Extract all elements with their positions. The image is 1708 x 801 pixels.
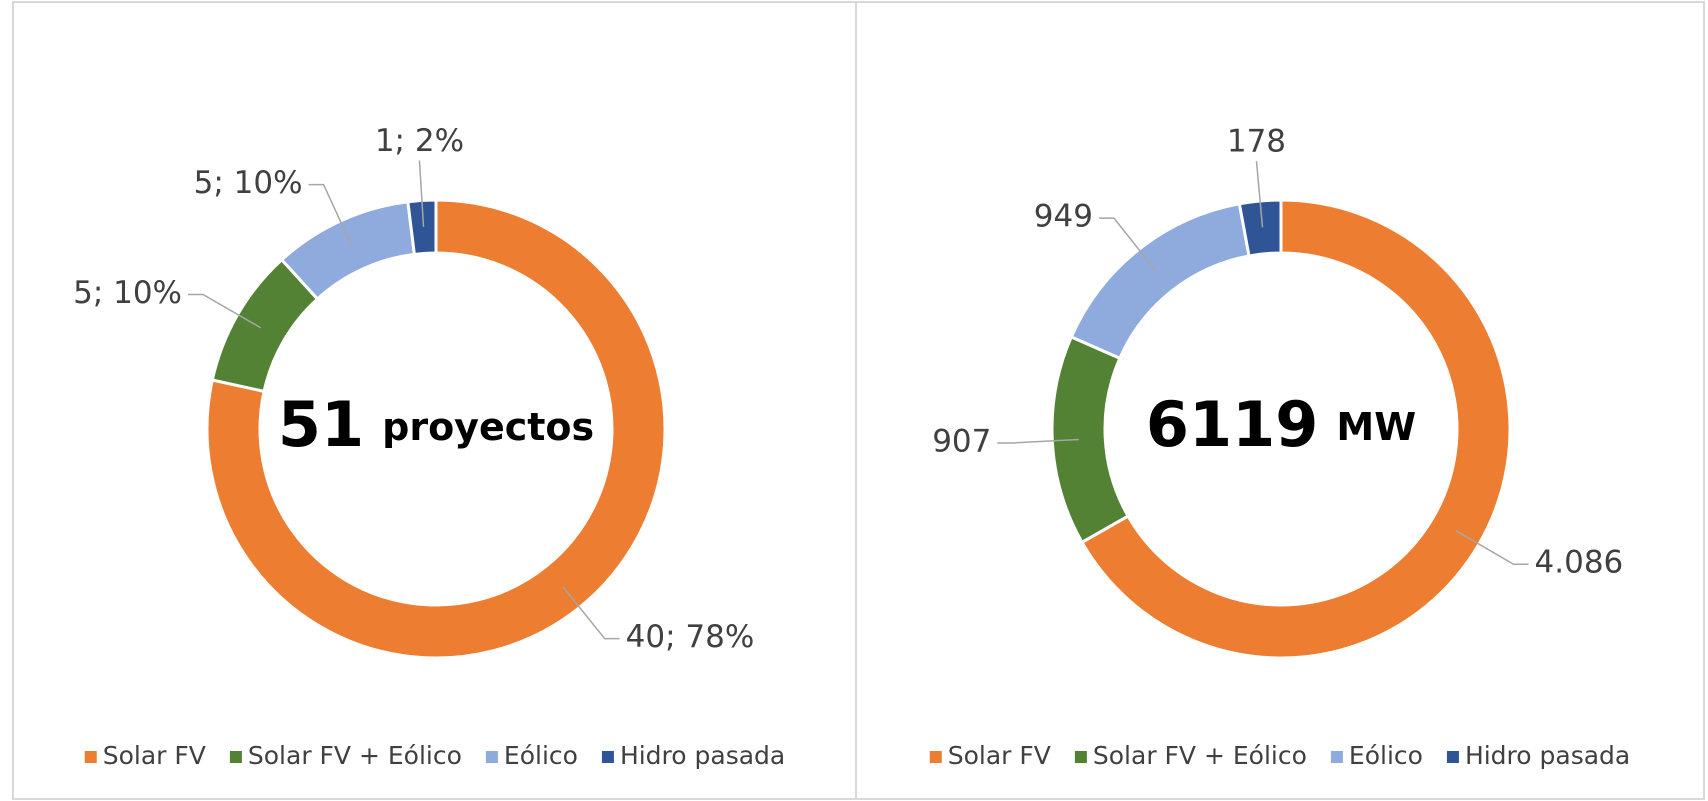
data-label: 4.086 <box>1535 545 1624 581</box>
center-label: MW <box>1336 405 1416 449</box>
donut-slice <box>1237 198 1283 258</box>
data-label: 40; 78% <box>626 619 755 655</box>
center-text: 6119 MW <box>1146 388 1416 461</box>
panel <box>855 1 1705 800</box>
data-label: 907 <box>932 423 991 459</box>
donut-slice <box>1079 198 1512 660</box>
data-label: 5; 10% <box>194 165 303 201</box>
data-label: 949 <box>1034 199 1093 235</box>
legend-label: Eólico <box>504 741 578 770</box>
legend-label: Eólico <box>1349 741 1423 770</box>
legend-swatch <box>485 751 498 763</box>
panel <box>12 1 857 800</box>
legend-swatch <box>1446 751 1459 763</box>
donut-slice <box>406 198 438 257</box>
legend-swatch <box>601 751 614 763</box>
leader-line <box>188 293 262 329</box>
legend: Solar FV Solar FV + Eólico Eólico Hidro pas… <box>84 741 785 770</box>
legend: Solar FV Solar FV + Eólico Eólico Hidro pas… <box>929 741 1630 770</box>
center-label: proyectos <box>382 405 594 449</box>
leader-line <box>1455 530 1529 565</box>
legend-label: Solar FV + Eólico <box>1093 741 1307 770</box>
data-label: 178 <box>1227 124 1286 160</box>
center-value: 51 <box>278 388 364 461</box>
leader-line <box>997 438 1079 444</box>
data-label: 1; 2% <box>375 123 464 159</box>
donut-slice <box>205 198 667 660</box>
leader-line <box>562 586 620 640</box>
legend-label: Solar FV + Eólico <box>248 741 462 770</box>
legend-label: Solar FV <box>103 741 206 770</box>
data-label: 5; 10% <box>73 275 182 311</box>
leader-line <box>418 160 425 227</box>
legend-label: Hidro pasada <box>1465 741 1630 770</box>
legend-swatch <box>229 751 242 763</box>
legend-swatch <box>929 751 942 763</box>
legend-label: Hidro pasada <box>620 741 785 770</box>
legend-swatch <box>1330 751 1343 763</box>
legend-swatch <box>84 751 97 763</box>
leader-line <box>1255 161 1264 228</box>
leader-line <box>308 183 353 246</box>
leader-line <box>1098 217 1156 271</box>
center-text: 51 proyectos <box>278 388 594 461</box>
legend-label: Solar FV <box>948 741 1051 770</box>
center-value: 6119 <box>1146 388 1319 461</box>
legend-swatch <box>1074 751 1087 763</box>
